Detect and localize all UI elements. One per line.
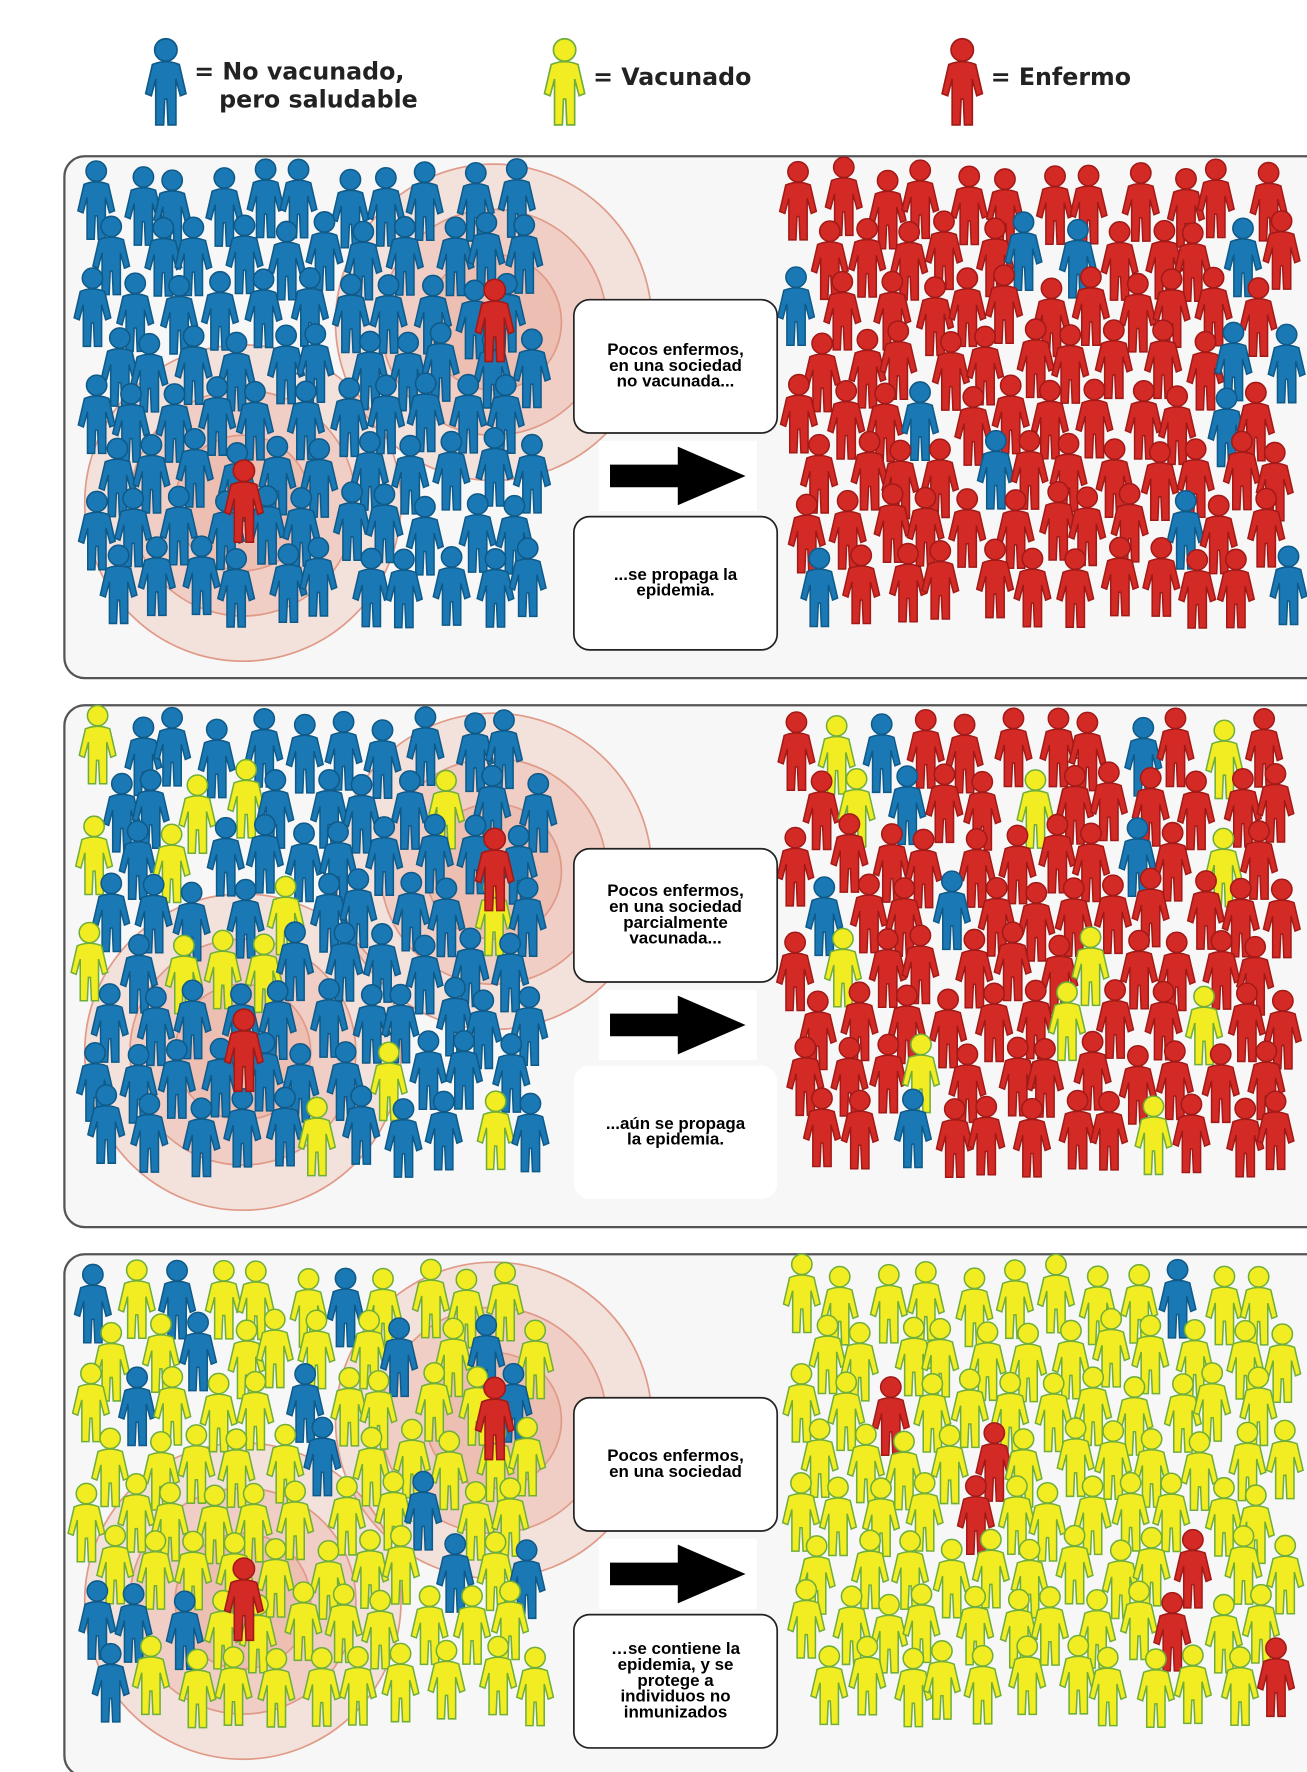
caption-text: Pocos enfermos, en una sociedad parcialm… — [574, 849, 777, 982]
caption-text: ...se propaga la epidemia. — [574, 517, 777, 650]
legend-label: = Enfermo — [991, 63, 1131, 91]
panel: Pocos enfermos, en una sociedad no vacun… — [64, 156, 1307, 678]
legend: = No vacunado,pero saludable = Vacunado = … — [146, 39, 1131, 125]
caption: ...se propaga la epidemia. — [574, 517, 777, 650]
caption-text: …se contiene la epidemia, y se protege a… — [574, 1615, 777, 1748]
page: {"legend": [ {"lines": ["= No vacunado,"… — [0, 0, 1307, 1772]
caption-text: ...aún se propaga la epidemia. — [574, 1066, 777, 1199]
caption-text: Pocos enfermos, en una sociedad — [574, 1398, 777, 1531]
person-red — [942, 39, 982, 125]
panel: Pocos enfermos, en una sociedad …se conti… — [64, 1254, 1307, 1772]
caption-text: Pocos enfermos, en una sociedad no vacun… — [574, 300, 777, 433]
panels: Pocos enfermos, en una sociedad no vacun… — [64, 156, 1307, 1772]
caption: …se contiene la epidemia, y se protege a… — [574, 1615, 777, 1748]
infographic: Pocos enfermos, en una sociedad no vacun… — [0, 0, 1307, 1772]
caption: Pocos enfermos, en una sociedad parcialm… — [574, 849, 777, 982]
caption: Pocos enfermos, en una sociedad — [574, 1398, 777, 1531]
person-yellow — [544, 39, 584, 125]
legend-label: pero saludable — [219, 86, 418, 114]
caption: Pocos enfermos, en una sociedad no vacun… — [574, 300, 777, 433]
legend-label: = Vacunado — [593, 63, 751, 91]
caption: ...aún se propaga la epidemia. — [574, 1066, 777, 1199]
person-blue — [146, 39, 186, 125]
legend-label: = No vacunado, — [194, 57, 404, 85]
panel: Pocos enfermos, en una sociedad parcialm… — [64, 705, 1307, 1227]
